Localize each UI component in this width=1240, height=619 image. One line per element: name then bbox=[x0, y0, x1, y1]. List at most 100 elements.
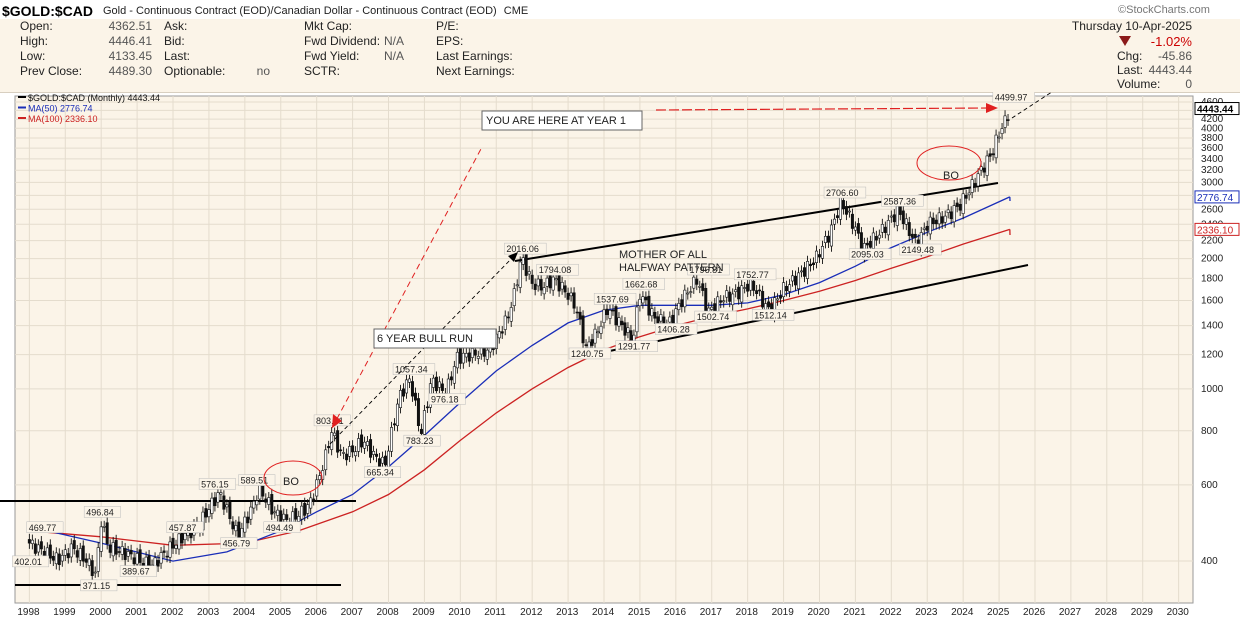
pattern-label-line-2: HALFWAY PATTERN bbox=[619, 262, 724, 274]
price-bar-body bbox=[536, 278, 540, 287]
price-bar-body bbox=[105, 522, 109, 544]
quote-date: Thursday 10-Apr-2025 bbox=[1071, 19, 1192, 33]
optionable-label: Optionable: bbox=[164, 64, 226, 78]
price-bar-body bbox=[189, 531, 193, 539]
price-bar-body bbox=[81, 545, 85, 562]
you-are-here-box bbox=[481, 110, 643, 131]
fwd-yield-label: Fwd Yield: bbox=[304, 49, 360, 63]
price-bar-body bbox=[57, 553, 61, 566]
price-bar-body bbox=[398, 390, 402, 408]
price-bar-body bbox=[279, 510, 283, 524]
price-bar-body bbox=[99, 526, 103, 552]
price-bar-body bbox=[114, 540, 118, 555]
x-tick-label: 2023 bbox=[915, 607, 938, 618]
x-tick-label: 2012 bbox=[520, 607, 543, 618]
price-label: 1291.77 bbox=[618, 342, 651, 352]
y-tick-label: 4000 bbox=[1201, 123, 1224, 134]
x-tick-label: 2015 bbox=[628, 607, 651, 618]
price-bar-body bbox=[716, 296, 720, 312]
price-bar-body bbox=[581, 315, 585, 344]
bo-label-1: BO bbox=[283, 476, 299, 488]
bo-circle-1 bbox=[263, 460, 323, 496]
price-bar-body bbox=[590, 339, 594, 346]
x-tick-label: 2016 bbox=[664, 607, 687, 618]
price-bar-body bbox=[330, 432, 334, 450]
price-bar-body bbox=[455, 351, 459, 369]
price-bar-body bbox=[360, 434, 364, 448]
price-bar-body bbox=[752, 280, 756, 291]
price-bar-body bbox=[500, 331, 504, 334]
price-bar-body bbox=[955, 202, 959, 207]
red-arrow-head-icon bbox=[332, 414, 342, 428]
legend-swatch bbox=[18, 96, 26, 98]
bo-label-2: BO bbox=[943, 170, 959, 182]
price-bar-body bbox=[856, 223, 860, 234]
price-bar-body bbox=[518, 261, 522, 288]
price-bar-body bbox=[255, 500, 259, 506]
price-bar-body bbox=[138, 549, 142, 563]
price-bar-body bbox=[572, 292, 576, 309]
price-bar-body bbox=[614, 306, 618, 326]
prev-close-label: Prev Close: bbox=[20, 64, 83, 78]
price-bar-body bbox=[886, 220, 890, 236]
price-bar-body bbox=[617, 317, 621, 327]
last-label: Last: bbox=[164, 49, 191, 63]
x-tick-label: 1999 bbox=[53, 607, 76, 618]
price-bar-body bbox=[847, 210, 851, 213]
x-tick-label: 2019 bbox=[772, 607, 795, 618]
price-label: 469.77 bbox=[29, 523, 57, 533]
price-bar-body bbox=[237, 521, 241, 539]
price-bar-body bbox=[973, 183, 977, 187]
price-bar-body bbox=[384, 455, 388, 466]
low-value: 4133.45 bbox=[108, 49, 152, 63]
x-tick-label: 2022 bbox=[879, 607, 902, 618]
price-chart[interactable]: 4006008001000120014001600180020002200240… bbox=[0, 92, 1240, 619]
price-bar-body bbox=[809, 263, 813, 267]
price-label-box bbox=[593, 293, 637, 305]
price-bar-body bbox=[788, 284, 792, 292]
price-bar-body bbox=[656, 316, 660, 325]
change-value: -45.86 bbox=[1157, 49, 1192, 63]
bull-run-label: 6 YEAR BULL RUN bbox=[377, 333, 473, 345]
price-bar-body bbox=[910, 233, 914, 238]
price-bar-body bbox=[485, 349, 489, 360]
price-label-box bbox=[992, 92, 1035, 103]
price-label-box bbox=[12, 555, 50, 568]
price-bar-body bbox=[60, 555, 64, 562]
target-arrow-line bbox=[655, 107, 991, 111]
price-bar-body bbox=[731, 293, 735, 306]
price-bar-body bbox=[829, 224, 833, 247]
price-bar-body bbox=[803, 267, 807, 277]
symbol-title: $GOLD:$CAD bbox=[2, 3, 94, 19]
price-label-box bbox=[823, 186, 867, 199]
x-tick-label: 2029 bbox=[1131, 607, 1154, 618]
price-bar-body bbox=[135, 553, 139, 565]
price-bar-body bbox=[659, 314, 663, 322]
price-bar-body bbox=[327, 446, 331, 449]
price-bar-body bbox=[569, 292, 573, 297]
price-bar-body bbox=[877, 234, 881, 239]
price-bar-body bbox=[111, 542, 115, 557]
price-bar-body bbox=[392, 423, 396, 426]
symbol-description: Gold - Continuous Contract (EOD)/Canadia… bbox=[103, 5, 497, 17]
price-bar-body bbox=[318, 475, 322, 480]
you-are-here-label: YOU ARE HERE AT YEAR 1 bbox=[486, 115, 626, 127]
x-tick-label: 2020 bbox=[807, 607, 830, 618]
price-label: 402.01 bbox=[14, 557, 42, 567]
price-bar-body bbox=[524, 254, 528, 276]
price-bar-body bbox=[515, 284, 519, 287]
x-tick-label: 2028 bbox=[1095, 607, 1118, 618]
price-bar-body bbox=[820, 246, 824, 259]
price-bar-body bbox=[710, 306, 714, 310]
price-bar-body bbox=[264, 498, 268, 503]
volume-value: 0 bbox=[1185, 77, 1192, 91]
price-label: 1537.69 bbox=[596, 294, 629, 304]
dotted-arrow-head-icon bbox=[508, 252, 518, 262]
price-label: 1796.81 bbox=[690, 265, 723, 275]
price-label-box bbox=[403, 434, 441, 447]
price-bar-body bbox=[222, 495, 226, 510]
price-bar-body bbox=[892, 214, 896, 223]
quote-col-3: Mkt Cap: Fwd Dividend: N/A Fwd Yield: N/A … bbox=[304, 19, 404, 79]
x-tick-label: 2001 bbox=[125, 607, 148, 618]
price-bar-body bbox=[381, 456, 385, 464]
